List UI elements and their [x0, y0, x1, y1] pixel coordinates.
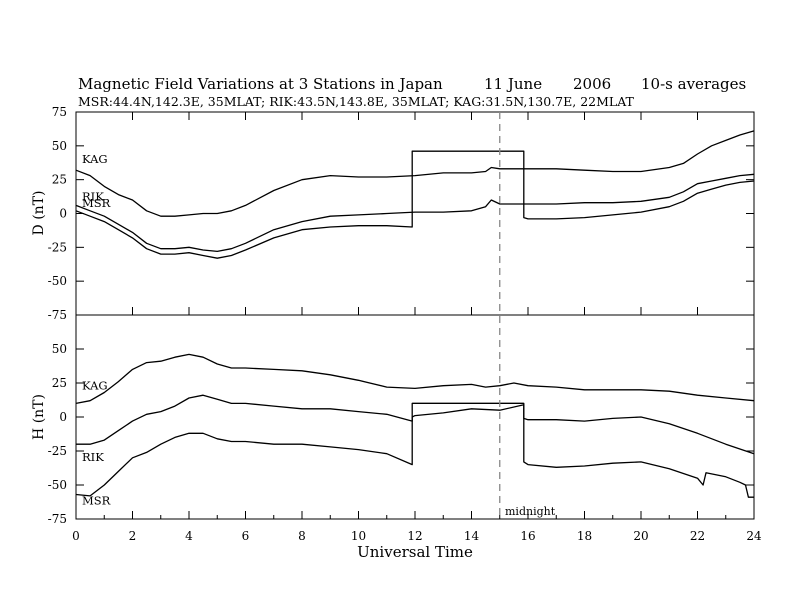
x-axis-label: Universal Time	[357, 543, 473, 561]
chart-title: Magnetic Field Variations at 3 Stations …	[78, 75, 443, 93]
d-y-tick-label: -75	[48, 308, 67, 322]
x-tick-label: 24	[746, 529, 762, 543]
chart-subtitle: MSR:44.4N,142.3E, 35MLAT; RIK:43.5N,143.…	[78, 94, 635, 109]
d-y-tick-label: 75	[52, 105, 67, 119]
x-tick-label: 8	[298, 529, 306, 543]
h-y-tick-label: -75	[48, 512, 67, 526]
d-y-tick-label: 50	[52, 139, 67, 153]
d-series-label-kag: KAG	[82, 152, 108, 166]
chart-averaging: 10-s averages	[641, 75, 746, 93]
h-y-tick-label: 25	[52, 376, 67, 390]
d-panel-frame	[75, 111, 755, 316]
d-series-kag	[75, 130, 755, 217]
chart-marks: 0 2 4 6 8 10 12 14 16 18 20 22 247550250-25-50-75KAG…	[48, 105, 762, 543]
d-axis-label: D (nT)	[31, 191, 47, 236]
d-y-tick-label: 0	[59, 207, 67, 221]
x-tick-label: 10	[351, 529, 366, 543]
h-y-tick-label: -50	[48, 478, 67, 492]
d-series-rik	[75, 173, 755, 253]
h-y-tick-label: 0	[59, 410, 67, 424]
x-tick-label: 0	[72, 529, 80, 543]
d-series-msr	[75, 150, 755, 259]
d-y-tick-label: -50	[48, 274, 67, 288]
x-tick-label: 18	[577, 529, 592, 543]
x-tick-label: 22	[690, 529, 705, 543]
h-series-rik	[76, 394, 755, 455]
x-tick-label: 4	[185, 529, 193, 543]
h-series-label-kag: KAG	[82, 378, 108, 392]
x-tick-label: 2	[129, 529, 137, 543]
chart-year: 2006	[573, 75, 611, 93]
h-series-msr	[75, 404, 754, 498]
d-y-tick-label: -25	[48, 240, 67, 254]
x-tick-label: 14	[464, 529, 480, 543]
h-axis-label: H (nT)	[31, 394, 47, 440]
midnight-label: midnight	[505, 505, 556, 518]
d-y-tick-label: 25	[52, 173, 67, 187]
h-series-kag	[75, 353, 755, 405]
x-tick-label: 12	[407, 529, 422, 543]
d-series-label-rik: RIK	[82, 189, 104, 203]
x-tick-label: 6	[242, 529, 250, 543]
h-series-label-rik: RIK	[82, 450, 104, 464]
h-panel-frame	[75, 314, 755, 520]
chart-date: 11 June	[484, 75, 542, 93]
h-y-tick-label: -25	[48, 444, 67, 458]
h-y-tick-label: 50	[52, 342, 67, 356]
d-series-label-msr: MSR	[82, 196, 111, 210]
x-tick-label: 16	[520, 529, 535, 543]
x-tick-label: 20	[633, 529, 648, 543]
h-series-label-msr: MSR	[82, 494, 111, 508]
